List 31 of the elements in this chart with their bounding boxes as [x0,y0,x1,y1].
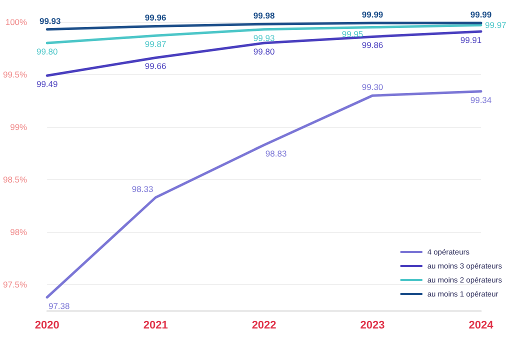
x-tick-label: 2020 [34,320,60,332]
data-label: 99.34 [470,94,492,105]
data-label: 99.80 [253,46,275,57]
y-tick-label: 98% [10,227,28,238]
data-label: 99.96 [144,12,166,23]
data-label: 99.30 [362,82,384,92]
data-label: 99.66 [144,61,166,72]
data-label: 98.33 [132,184,154,194]
x-tick-label: 2021 [143,320,168,332]
data-label: 99.98 [253,10,275,21]
data-label: 99.97 [485,20,507,30]
y-tick-label: 98.5% [2,174,28,185]
data-label: 99.99 [470,10,492,20]
data-label: 98.83 [265,148,287,158]
data-label: 99.95 [342,28,364,39]
data-label: 99.87 [144,39,166,50]
x-tick-label: 2024 [468,320,494,332]
y-tick-label: 100% [5,17,28,27]
x-tick-label: 2022 [252,320,276,332]
data-label: 99.86 [362,40,384,50]
y-tick-label: 99% [10,122,28,132]
data-label: 99.93 [253,32,275,43]
data-label: 99.80 [36,46,58,57]
data-label: 99.91 [460,34,482,45]
data-label: 99.99 [362,10,384,20]
data-label: 97.38 [48,300,70,311]
x-tick-label: 2023 [360,320,385,332]
data-label: 99.93 [39,16,62,26]
data-label: 99.49 [36,79,58,90]
y-tick-label: 97.5% [2,280,28,290]
y-tick-label: 99.5% [2,70,28,80]
